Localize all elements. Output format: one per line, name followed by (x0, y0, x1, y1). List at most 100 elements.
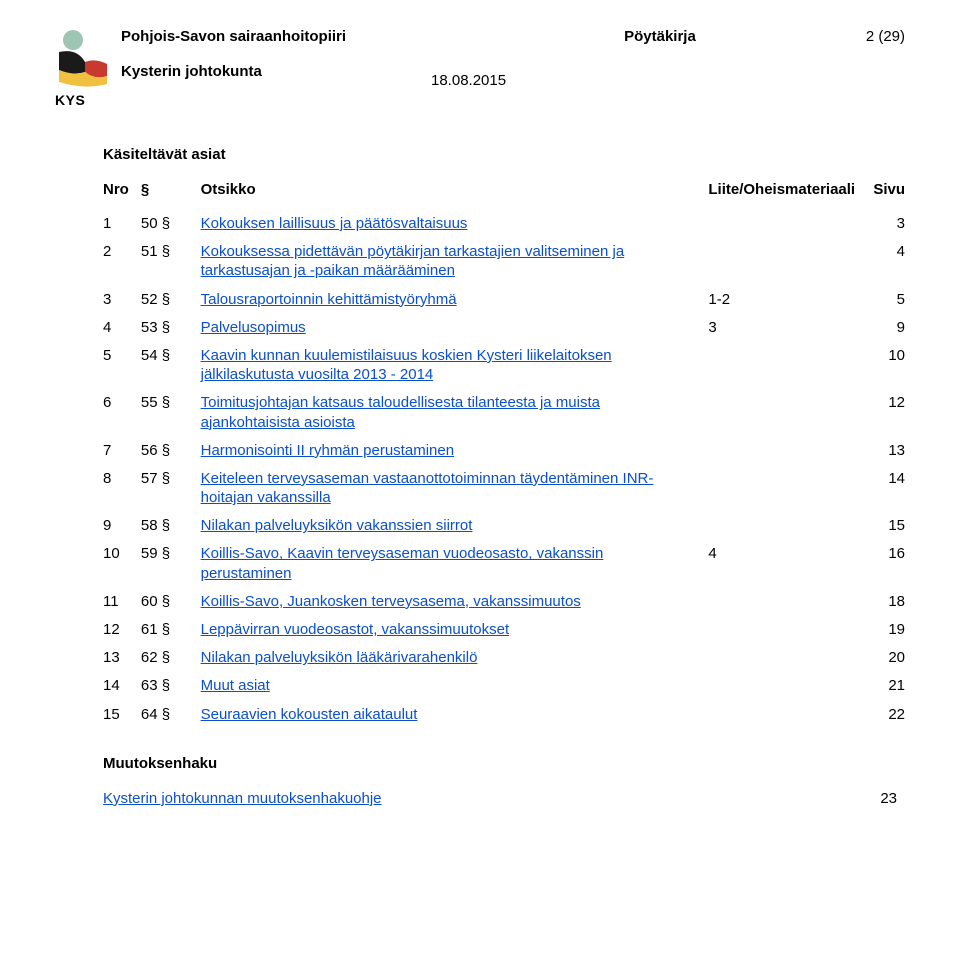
cell-title: Leppävirran vuodeosastot, vakanssimuutok… (201, 620, 669, 648)
cell-section: 63 § (141, 676, 201, 704)
cell-liite (668, 516, 855, 544)
cell-sivu: 12 (855, 393, 905, 440)
cell-nro: 13 (103, 648, 141, 676)
table-row: 857 §Keiteleen terveysaseman vastaanotto… (103, 469, 905, 516)
kys-logo: KYS (55, 28, 111, 104)
cell-nro: 6 (103, 393, 141, 440)
cell-sivu: 5 (855, 290, 905, 318)
agenda-link[interactable]: Kaavin kunnan kuulemistilaisuus koskien … (201, 347, 612, 383)
cell-liite (668, 676, 855, 704)
cell-sivu: 21 (855, 676, 905, 704)
cell-nro: 4 (103, 318, 141, 346)
col-sivu: Sivu (855, 181, 905, 214)
agenda-link[interactable]: Kokouksessa pidettävän pöytäkirjan tarka… (201, 243, 625, 279)
cell-sivu: 13 (855, 441, 905, 469)
table-row: 1160 §Koillis-Savo, Juankosken terveysas… (103, 592, 905, 620)
agenda-link[interactable]: Talousraportoinnin kehittämistyöryhmä (201, 291, 457, 308)
agenda-link[interactable]: Keiteleen terveysaseman vastaanottotoimi… (201, 470, 654, 506)
col-nro: Nro (103, 181, 141, 214)
agenda-link[interactable]: Seuraavien kokousten aikataulut (201, 706, 418, 723)
cell-nro: 9 (103, 516, 141, 544)
cell-sivu: 9 (855, 318, 905, 346)
cell-section: 52 § (141, 290, 201, 318)
table-row: 1261 §Leppävirran vuodeosastot, vakanssi… (103, 620, 905, 648)
cell-title: Palvelusopimus (201, 318, 669, 346)
cell-section: 59 § (141, 544, 201, 591)
table-row: 554 §Kaavin kunnan kuulemistilaisuus kos… (103, 346, 905, 393)
cell-section: 62 § (141, 648, 201, 676)
cell-nro: 8 (103, 469, 141, 516)
muutoksenhaku-row: Kysterin johtokunnan muutoksenhakuohje 2… (103, 790, 905, 807)
cell-liite (668, 620, 855, 648)
col-section: § (141, 181, 201, 214)
cell-section: 57 § (141, 469, 201, 516)
cell-title: Kokouksessa pidettävän pöytäkirjan tarka… (201, 242, 669, 289)
document-date: 18.08.2015 (431, 72, 905, 89)
cell-liite (668, 242, 855, 289)
agenda-link[interactable]: Koillis-Savo, Juankosken terveysasema, v… (201, 593, 581, 610)
agenda-link[interactable]: Toimitusjohtajan katsaus taloudellisesta… (201, 394, 600, 430)
cell-sivu: 15 (855, 516, 905, 544)
table-row: 1059 §Koillis-Savo, Kaavin terveysaseman… (103, 544, 905, 591)
cell-title: Muut asiat (201, 676, 669, 704)
table-row: 1463 §Muut asiat21 (103, 676, 905, 704)
cell-title: Toimitusjohtajan katsaus taloudellisesta… (201, 393, 669, 440)
agenda-link[interactable]: Kokouksen laillisuus ja päätösvaltaisuus (201, 215, 468, 232)
cell-section: 56 § (141, 441, 201, 469)
table-row: 453 §Palvelusopimus39 (103, 318, 905, 346)
cell-section: 60 § (141, 592, 201, 620)
cell-nro: 10 (103, 544, 141, 591)
table-row: 150 §Kokouksen laillisuus ja päätösvalta… (103, 214, 905, 242)
agenda-table: Nro § Otsikko Liite/Oheismateriaali Sivu… (103, 181, 905, 733)
cell-title: Koillis-Savo, Kaavin terveysaseman vuode… (201, 544, 669, 591)
table-row: 958 §Nilakan palveluyksikön vakanssien s… (103, 516, 905, 544)
cell-liite (668, 648, 855, 676)
agenda-link[interactable]: Palvelusopimus (201, 319, 306, 336)
cell-nro: 1 (103, 214, 141, 242)
cell-sivu: 10 (855, 346, 905, 393)
cell-nro: 12 (103, 620, 141, 648)
agenda-link[interactable]: Koillis-Savo, Kaavin terveysaseman vuode… (201, 545, 604, 581)
table-row: 655 §Toimitusjohtajan katsaus taloudelli… (103, 393, 905, 440)
doc-type: Pöytäkirja (624, 28, 696, 45)
cell-sivu: 18 (855, 592, 905, 620)
cell-section: 53 § (141, 318, 201, 346)
cell-nro: 15 (103, 705, 141, 733)
cell-title: Harmonisointi II ryhmän perustaminen (201, 441, 669, 469)
cell-title: Kokouksen laillisuus ja päätösvaltaisuus (201, 214, 669, 242)
muutoksenhaku-title: Muutoksenhaku (103, 755, 905, 772)
agenda-link[interactable]: Leppävirran vuodeosastot, vakanssimuutok… (201, 621, 510, 638)
cell-sivu: 3 (855, 214, 905, 242)
cell-title: Nilakan palveluyksikön lääkärivarahenkil… (201, 648, 669, 676)
cell-sivu: 4 (855, 242, 905, 289)
table-row: 352 §Talousraportoinnin kehittämistyöryh… (103, 290, 905, 318)
cell-title: Kaavin kunnan kuulemistilaisuus koskien … (201, 346, 669, 393)
agenda-link[interactable]: Muut asiat (201, 677, 270, 694)
cell-title: Talousraportoinnin kehittämistyöryhmä (201, 290, 669, 318)
cell-liite (668, 393, 855, 440)
cell-section: 54 § (141, 346, 201, 393)
col-otsikko: Otsikko (201, 181, 669, 214)
cell-nro: 5 (103, 346, 141, 393)
header: KYS Pohjois-Savon sairaanhoitopiiri Pöyt… (55, 28, 905, 104)
agenda-link[interactable]: Harmonisointi II ryhmän perustaminen (201, 442, 454, 459)
agenda-link[interactable]: Nilakan palveluyksikön vakanssien siirro… (201, 517, 473, 534)
cell-nro: 3 (103, 290, 141, 318)
col-liite: Liite/Oheismateriaali (668, 181, 855, 214)
cell-sivu: 22 (855, 705, 905, 733)
muutoksenhaku-link[interactable]: Kysterin johtokunnan muutoksenhakuohje (103, 790, 382, 807)
cell-nro: 7 (103, 441, 141, 469)
muutoksenhaku-page: 23 (880, 790, 897, 807)
cell-liite: 1-2 (668, 290, 855, 318)
cell-title: Koillis-Savo, Juankosken terveysasema, v… (201, 592, 669, 620)
cell-section: 51 § (141, 242, 201, 289)
table-row: 1564 §Seuraavien kokousten aikataulut22 (103, 705, 905, 733)
cell-liite (668, 705, 855, 733)
cell-sivu: 14 (855, 469, 905, 516)
cell-liite: 4 (668, 544, 855, 591)
agenda-link[interactable]: Nilakan palveluyksikön lääkärivarahenkil… (201, 649, 478, 666)
cell-title: Keiteleen terveysaseman vastaanottotoimi… (201, 469, 669, 516)
cell-liite (668, 214, 855, 242)
cell-liite (668, 441, 855, 469)
kys-label: KYS (55, 92, 85, 108)
